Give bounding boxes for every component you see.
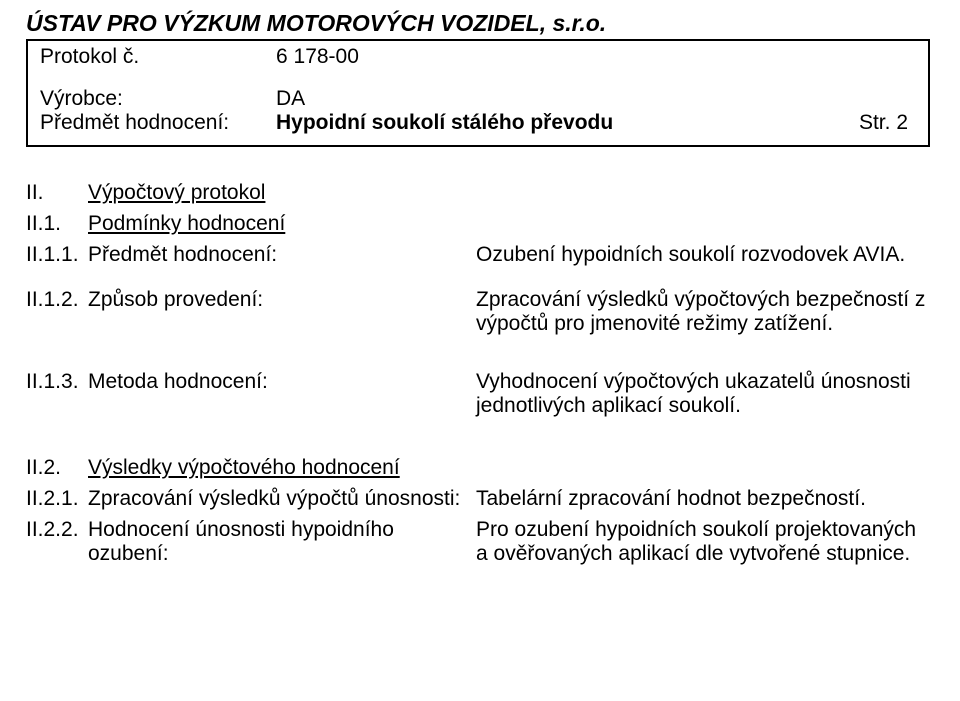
section-label-II1: Podmínky hodnocení <box>88 212 476 236</box>
section-value-II11: Ozubení hypoidních soukolí rozvodovek AV… <box>476 243 930 267</box>
predmet-header-text: Hypoidní soukolí stálého převodu <box>276 111 613 134</box>
section-num-II1: II.1. <box>26 212 88 236</box>
document-page: ÚSTAV PRO VÝZKUM MOTOROVÝCH VOZIDEL, s.r… <box>0 0 960 583</box>
predmet-header-value: Hypoidní soukolí stálého převodu <box>276 111 613 135</box>
section-num-II22: II.2.2. <box>26 518 88 542</box>
section-label-II: Výpočtový protokol <box>88 181 476 205</box>
section-II1: II.1. Podmínky hodnocení <box>26 212 930 236</box>
section-num-II13: II.1.3. <box>26 370 88 394</box>
section-label-II12: Způsob provedení: <box>88 288 476 312</box>
protokol-row: Protokol č. 6 178-00 <box>40 45 916 69</box>
protokol-label: Protokol č. <box>40 45 276 69</box>
section-num-II21: II.2.1. <box>26 487 88 511</box>
vyrobce-row: Výrobce: DA <box>40 87 916 111</box>
org-name: ÚSTAV PRO VÝZKUM MOTOROVÝCH VOZIDEL, s.r… <box>26 10 930 37</box>
vyrobce-label: Výrobce: <box>40 87 276 111</box>
section-num-II11: II.1.1. <box>26 243 88 267</box>
section-II22: II.2.2. Hodnocení únosnosti hypoidního o… <box>26 518 930 566</box>
section-label-II13: Metoda hodnocení: <box>88 370 476 394</box>
section-II11: II.1.1. Předmět hodnocení: Ozubení hypoi… <box>26 243 930 267</box>
section-value-II21: Tabelární zpracování hodnot bezpečností. <box>476 487 930 511</box>
section-II21: II.2.1. Zpracování výsledků výpočtů únos… <box>26 487 930 511</box>
section-value-II22: Pro ozubení hypoidních soukolí projektov… <box>476 518 930 566</box>
page-number: Str. 2 <box>859 111 908 135</box>
section-label-II2: Výsledky výpočtového hodnocení <box>88 456 476 480</box>
protokol-value: 6 178-00 <box>276 45 359 69</box>
section-II13: II.1.3. Metoda hodnocení: Vyhodnocení vý… <box>26 370 930 418</box>
predmet-row: Předmět hodnocení: Hypoidní soukolí stál… <box>40 111 916 135</box>
section-value-II12: Zpracování výsledků výpočtových bezpečno… <box>476 288 930 336</box>
section-II12: II.1.2. Způsob provedení: Zpracování výs… <box>26 288 930 336</box>
section-II: II. Výpočtový protokol <box>26 181 930 205</box>
vyrobce-value: DA <box>276 87 305 111</box>
section-num-II: II. <box>26 181 88 205</box>
predmet-header-label: Předmět hodnocení: <box>40 111 276 135</box>
section-label-II21: Zpracování výsledků výpočtů únosnosti: <box>88 487 476 511</box>
header-box: Protokol č. 6 178-00 Výrobce: DA Předmět… <box>26 39 930 147</box>
section-II2: II.2. Výsledky výpočtového hodnocení <box>26 456 930 480</box>
section-label-II11: Předmět hodnocení: <box>88 243 476 267</box>
section-num-II12: II.1.2. <box>26 288 88 312</box>
section-value-II13: Vyhodnocení výpočtových ukazatelů únosno… <box>476 370 930 418</box>
section-num-II2: II.2. <box>26 456 88 480</box>
section-label-II22: Hodnocení únosnosti hypoidního ozubení: <box>88 518 476 566</box>
